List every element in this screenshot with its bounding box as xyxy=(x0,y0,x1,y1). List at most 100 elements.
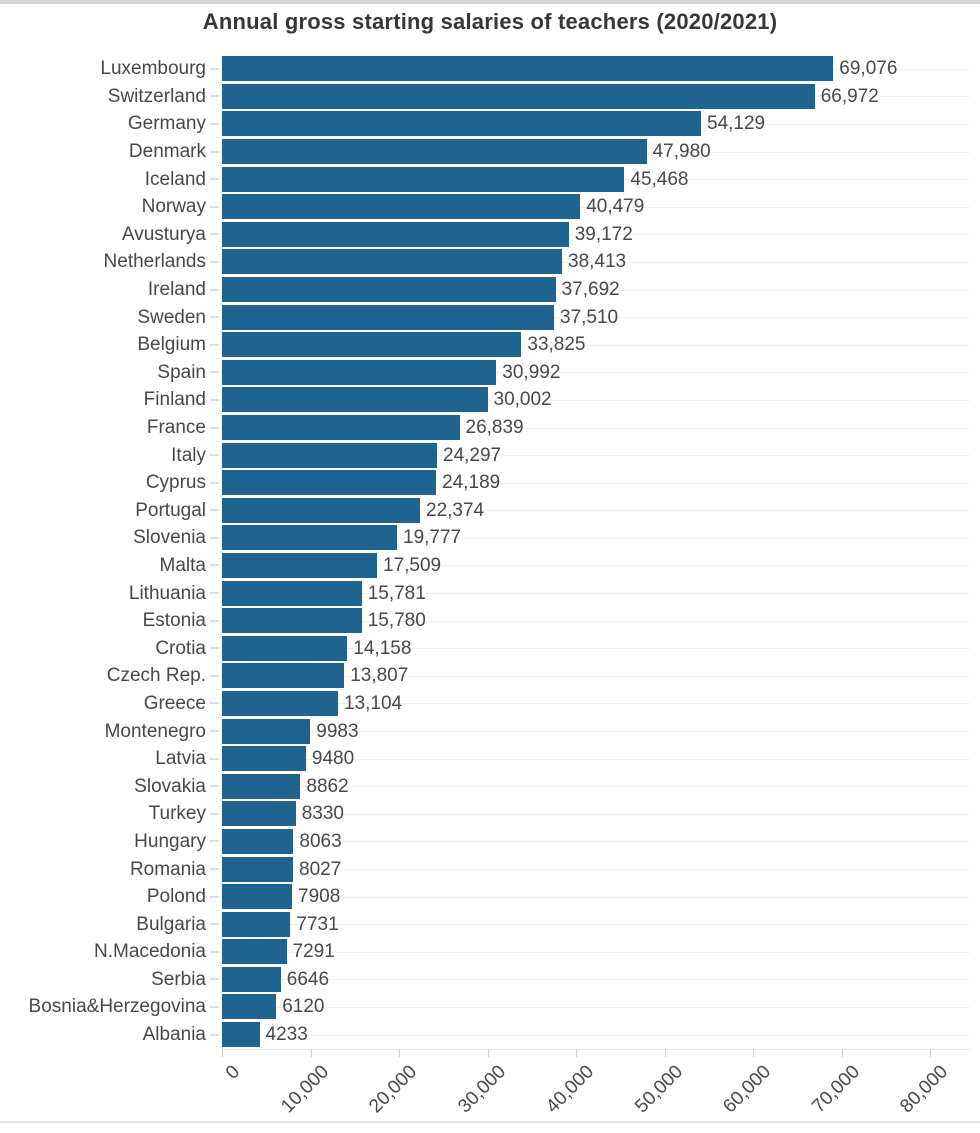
bar xyxy=(222,690,338,716)
bar-row: Germany 54,129 xyxy=(0,110,970,138)
category-label: Malta xyxy=(159,554,206,576)
bar xyxy=(222,56,834,82)
bar xyxy=(222,470,437,496)
bar-row: Hungary 8063 xyxy=(0,828,970,856)
category-label: Serbia xyxy=(151,968,206,990)
value-label: 45,468 xyxy=(630,168,689,190)
bar xyxy=(222,525,397,551)
category-label: Cyprus xyxy=(145,472,206,494)
category-tick xyxy=(210,619,219,622)
bar-zone: 14,158 xyxy=(222,634,970,662)
bar-zone: 7291 xyxy=(222,938,970,966)
row-gridline xyxy=(222,620,970,622)
bar-row: Slovenia 19,777 xyxy=(0,524,970,552)
bar-row: Sweden 37,510 xyxy=(0,303,970,331)
category-label: Hungary xyxy=(134,830,206,852)
bar xyxy=(222,966,281,992)
value-label: 24,189 xyxy=(442,472,501,494)
bar xyxy=(222,801,296,827)
bar-row: Estonia 15,780 xyxy=(0,607,970,635)
bar xyxy=(222,608,362,634)
category-label: Iceland xyxy=(144,168,206,190)
bar xyxy=(222,387,488,413)
bar xyxy=(222,635,348,661)
category-tick xyxy=(210,702,219,705)
bar-zone: 26,839 xyxy=(222,414,970,442)
category-label: Estonia xyxy=(142,610,206,632)
bar-zone: 69,076 xyxy=(222,55,970,83)
row-gridline xyxy=(222,1034,970,1036)
bar-row: Cyprus 24,189 xyxy=(0,469,970,497)
bar-zone: 6120 xyxy=(222,993,970,1021)
category-tick xyxy=(210,150,219,153)
category-tick xyxy=(210,868,219,871)
bar xyxy=(222,111,701,137)
category-label: Italy xyxy=(171,444,206,466)
bar-zone: 33,825 xyxy=(222,331,970,359)
bar-row: Portugal 22,374 xyxy=(0,497,970,525)
bar-row: Denmark 47,980 xyxy=(0,138,970,166)
row-gridline xyxy=(222,648,970,650)
bar xyxy=(222,415,460,441)
bar-zone: 4233 xyxy=(222,1021,970,1049)
bar-zone: 40,479 xyxy=(222,193,970,221)
category-tick xyxy=(210,481,219,484)
bar-zone: 22,374 xyxy=(222,497,970,525)
bar xyxy=(222,194,581,220)
value-label: 7291 xyxy=(292,941,335,963)
value-label: 17,509 xyxy=(383,554,442,576)
bar-row: Avusturya 39,172 xyxy=(0,221,970,249)
bar-zone: 37,692 xyxy=(222,276,970,304)
x-axis-tick xyxy=(310,1049,312,1057)
value-label: 33,825 xyxy=(527,334,586,356)
bar xyxy=(222,773,301,799)
category-label: Spain xyxy=(157,361,206,383)
bar-zone: 47,980 xyxy=(222,138,970,166)
category-tick xyxy=(210,233,219,236)
bar-row: Montenegro 9983 xyxy=(0,717,970,745)
value-label: 4233 xyxy=(265,1024,308,1046)
category-tick xyxy=(210,316,219,319)
row-gridline xyxy=(222,206,970,208)
value-label: 39,172 xyxy=(574,223,633,245)
bar xyxy=(222,221,569,247)
bar-row: Crotia 14,158 xyxy=(0,634,970,662)
value-label: 9480 xyxy=(311,748,355,770)
category-label: Montenegro xyxy=(104,720,206,742)
category-label: Lithuania xyxy=(128,582,206,604)
row-gridline xyxy=(222,951,970,953)
bar-row: Italy 24,297 xyxy=(0,441,970,469)
bar-row: Romania 8027 xyxy=(0,855,970,883)
x-axis-tick xyxy=(753,1049,754,1057)
row-gridline xyxy=(222,869,970,871)
category-label: Turkey xyxy=(148,803,206,825)
bottom-border-line xyxy=(0,1121,980,1123)
category-label: Crotia xyxy=(155,637,206,659)
category-tick xyxy=(210,509,219,512)
value-label: 37,510 xyxy=(560,306,619,328)
x-axis-tick xyxy=(930,1049,931,1057)
row-gridline xyxy=(222,427,970,429)
row-gridline xyxy=(222,537,970,539)
bar xyxy=(222,359,497,385)
value-label: 22,374 xyxy=(426,499,485,521)
category-tick xyxy=(210,343,219,346)
category-tick xyxy=(210,95,219,98)
category-label: Romania xyxy=(129,858,206,880)
category-tick xyxy=(210,398,219,401)
category-label: Denmark xyxy=(128,141,206,163)
category-label: Avusturya xyxy=(121,223,206,245)
bar-zone: 8330 xyxy=(222,800,970,828)
value-label: 14,158 xyxy=(353,637,412,659)
bar-zone: 17,509 xyxy=(222,552,970,580)
bar-zone: 37,510 xyxy=(222,303,970,331)
row-gridline xyxy=(222,731,970,733)
bar xyxy=(222,884,292,910)
category-tick xyxy=(210,812,219,815)
x-axis-tick xyxy=(487,1049,489,1057)
bar-row: Slovakia 8862 xyxy=(0,772,970,800)
value-label: 66,972 xyxy=(820,85,879,107)
value-label: 8063 xyxy=(299,830,342,852)
bar-row: Belgium 33,825 xyxy=(0,331,970,359)
bar xyxy=(222,277,556,303)
